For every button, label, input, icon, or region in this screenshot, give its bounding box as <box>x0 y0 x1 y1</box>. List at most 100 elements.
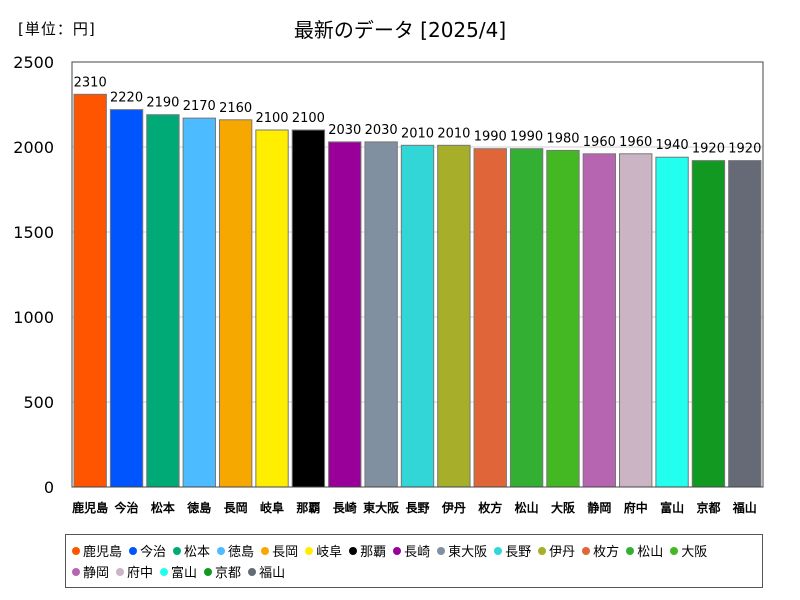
y-tick-label: 0 <box>44 478 54 497</box>
legend-label: 徳島 <box>228 545 255 560</box>
legend-item: 東大阪 <box>437 540 487 561</box>
legend-swatch <box>129 546 138 555</box>
legend-swatch <box>261 546 270 555</box>
bar <box>546 149 580 488</box>
legend-item: 伊丹 <box>538 540 575 561</box>
bar <box>473 148 507 488</box>
bar <box>218 119 253 488</box>
chart-legend: 鹿児島 今治 松本 徳島 長岡 岐阜 那覇 長崎 東大阪 長野 伊丹 枚方 松山 大阪 静岡 府中 富山 京都 福山 <box>65 534 763 588</box>
legend-item: 岐阜 <box>305 540 342 561</box>
legend-item: 福山 <box>248 561 285 582</box>
legend-swatch <box>116 567 125 576</box>
legend-swatch <box>305 546 314 555</box>
x-tick-label: 松山 <box>515 500 539 515</box>
legend-swatch <box>248 567 257 576</box>
y-tick-label: 1500 <box>13 223 54 242</box>
bar <box>655 156 689 488</box>
legend-item: 府中 <box>116 561 153 582</box>
x-tick-label: 静岡 <box>587 500 611 515</box>
data-label: 2010 <box>401 126 434 141</box>
legend-label: 鹿児島 <box>83 545 123 560</box>
data-label: 2030 <box>365 123 398 138</box>
legend-swatch <box>349 546 358 555</box>
legend-swatch <box>72 567 80 576</box>
x-tick-label: 松本 <box>151 500 175 515</box>
y-tick-label: 2500 <box>13 53 54 72</box>
legend-swatch <box>437 546 446 555</box>
bar <box>728 160 762 488</box>
legend-label: 京都 <box>215 566 242 581</box>
bar <box>619 153 653 488</box>
legend-item: 今治 <box>129 540 166 561</box>
bar <box>582 153 617 488</box>
bar <box>146 114 180 488</box>
y-tick-label: 500 <box>23 393 54 412</box>
legend-item: 那覇 <box>349 540 386 561</box>
bar <box>328 141 362 488</box>
bar <box>109 109 144 488</box>
x-tick-label: 長崎 <box>333 500 357 515</box>
legend-swatch <box>582 546 591 555</box>
data-label: 1960 <box>583 135 616 150</box>
legend-swatch <box>173 546 182 555</box>
plot-frame <box>71 61 764 488</box>
legend-label: 富山 <box>171 566 198 581</box>
bar <box>73 93 107 488</box>
legend-item: 枚方 <box>582 540 619 561</box>
bar <box>509 148 544 488</box>
legend-swatch <box>494 546 503 555</box>
x-tick-label: 徳島 <box>186 500 211 515</box>
legend-label: 東大阪 <box>448 545 488 560</box>
legend-swatch <box>72 546 80 555</box>
data-label: 2030 <box>328 123 361 138</box>
legend-label: 福山 <box>259 566 286 581</box>
legend-item: 長崎 <box>393 540 430 561</box>
legend-item: 京都 <box>204 561 241 582</box>
legend-label: 長岡 <box>272 545 299 560</box>
data-label: 1990 <box>474 130 507 145</box>
data-label: 2170 <box>183 99 216 114</box>
legend-item: 富山 <box>160 561 197 582</box>
x-tick-label: 枚方 <box>478 500 502 515</box>
legend-label: 枚方 <box>593 545 620 560</box>
y-tick-label: 1000 <box>13 308 54 327</box>
legend-item: 長野 <box>494 540 531 561</box>
x-tick-label: 長野 <box>405 500 429 515</box>
data-label: 2010 <box>437 126 470 141</box>
legend-swatch <box>204 567 213 576</box>
bar <box>437 144 471 488</box>
legend-label: 長崎 <box>404 545 431 560</box>
data-label: 1920 <box>692 142 725 157</box>
bar <box>291 129 326 488</box>
data-label: 1990 <box>510 130 543 145</box>
data-label: 2100 <box>292 111 325 126</box>
x-tick-label: 長岡 <box>224 500 248 515</box>
x-tick-label: 大阪 <box>551 500 576 515</box>
data-label: 2220 <box>110 91 143 106</box>
legend-label: 静岡 <box>83 566 110 581</box>
x-tick-label: 岐阜 <box>260 500 284 515</box>
legend-label: 松山 <box>637 545 664 560</box>
data-label: 2310 <box>74 75 107 90</box>
x-tick-label: 鹿児島 <box>72 500 108 515</box>
x-tick-label: 伊丹 <box>441 500 466 515</box>
data-label: 2100 <box>255 111 288 126</box>
legend-swatch <box>538 546 547 555</box>
legend-swatch <box>626 546 635 555</box>
x-tick-label: 今治 <box>114 500 139 515</box>
x-tick-label: 府中 <box>624 500 648 515</box>
data-label: 1920 <box>728 142 761 157</box>
legend-swatch <box>670 546 679 555</box>
bar <box>691 160 726 488</box>
x-tick-label: 富山 <box>660 500 684 515</box>
x-tick-label: 那覇 <box>296 501 320 515</box>
y-tick-label: 2000 <box>13 138 54 157</box>
legend-label: 府中 <box>127 566 154 581</box>
bar <box>182 117 216 488</box>
legend-item: 松本 <box>173 540 210 561</box>
data-label: 2190 <box>146 96 179 111</box>
unit-label: [単位：円] <box>18 20 96 38</box>
x-tick-label: 京都 <box>696 500 720 515</box>
legend-label: 長野 <box>505 545 532 560</box>
legend-label: 今治 <box>140 545 167 560</box>
